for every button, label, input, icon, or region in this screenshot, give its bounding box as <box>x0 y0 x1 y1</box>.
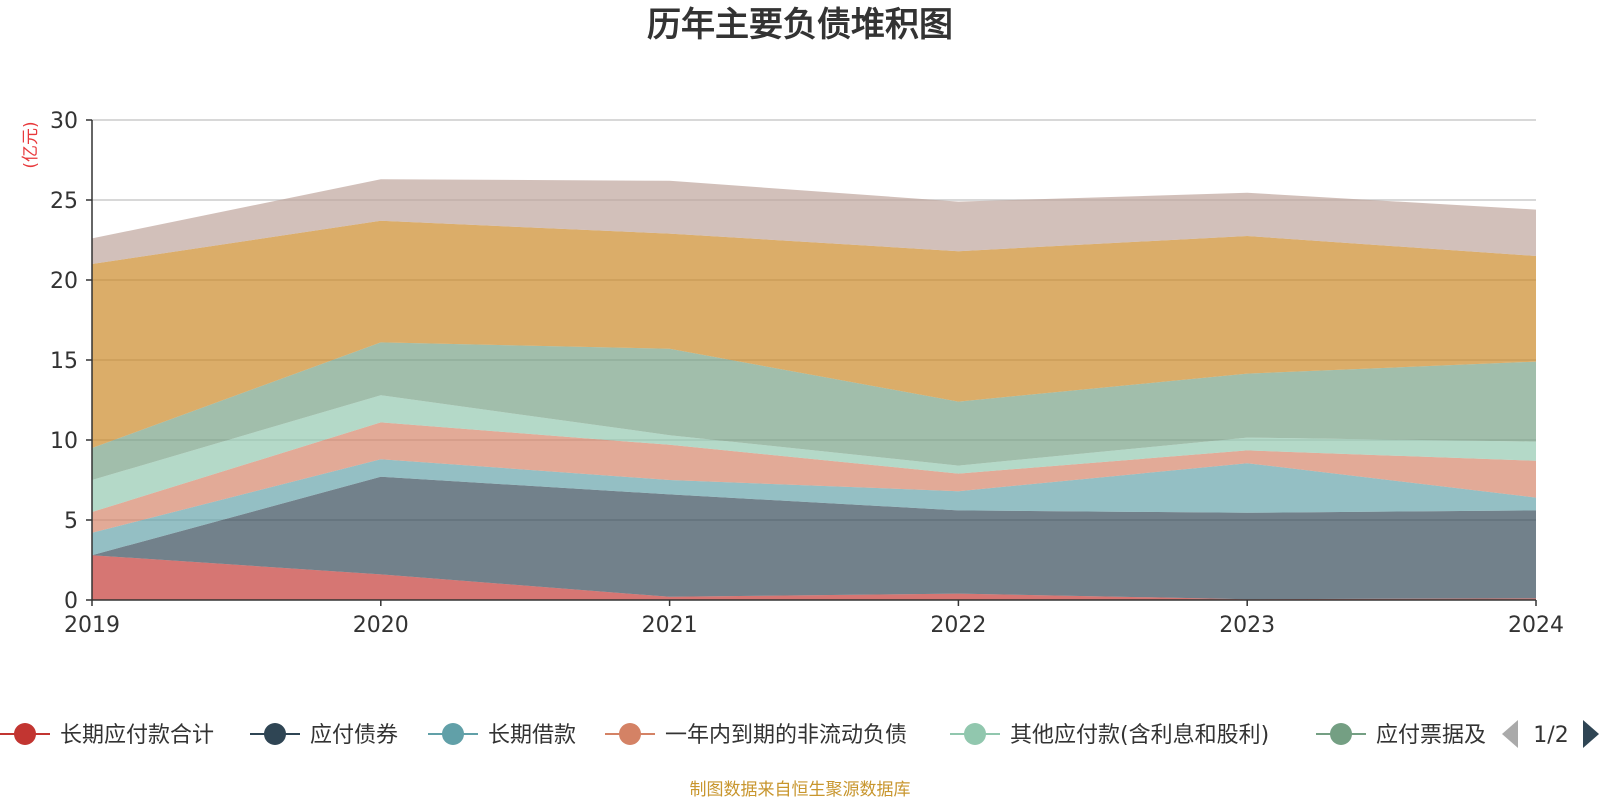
x-tick-label: 2024 <box>1508 613 1564 638</box>
y-tick-label: 15 <box>50 349 78 374</box>
legend-label: 应付票据及 <box>1376 723 1486 748</box>
legend-circle-icon <box>1330 723 1352 745</box>
legend-item[interactable]: 应付债券 <box>250 723 398 748</box>
area-series-0 <box>92 555 1536 600</box>
legend[interactable]: 长期应付款合计 应付债券 长期借款 一年内到期的非流动负债 其他应付款(含利息和股利) 应… <box>0 723 1486 748</box>
y-tick-label: 10 <box>50 429 78 454</box>
x-tick-label: 2022 <box>930 613 986 638</box>
legend-label: 长期借款 <box>488 723 576 748</box>
x-tick-label: 2021 <box>642 613 698 638</box>
legend-label: 长期应付款合计 <box>60 723 214 748</box>
legend-label: 应付债券 <box>310 723 398 748</box>
y-tick-labels: 0 5 10 15 20 25 30 <box>50 109 78 614</box>
axes <box>86 119 1537 606</box>
chart-title: 历年主要负债堆积图 <box>647 5 953 45</box>
legend-pager: 1/2 <box>1502 720 1599 748</box>
data-source-note: 制图数据来自恒生聚源数据库 <box>690 780 911 800</box>
area-series-5 <box>92 342 1536 480</box>
legend-item[interactable]: 长期借款 <box>428 723 576 748</box>
legend-circle-icon <box>442 723 464 745</box>
area-series-3 <box>92 422 1536 533</box>
x-tick-label: 2019 <box>64 613 120 638</box>
legend-item[interactable]: 长期应付款合计 <box>0 723 214 748</box>
x-tick-label: 2023 <box>1219 613 1275 638</box>
area-series-4 <box>92 395 1536 512</box>
y-tick-label: 5 <box>64 509 78 534</box>
area-series-1 <box>92 476 1536 600</box>
triangle-left-icon[interactable] <box>1502 720 1518 748</box>
area-series-2 <box>92 459 1536 556</box>
y-tick-label: 25 <box>50 189 78 214</box>
area-series <box>92 179 1536 600</box>
legend-circle-icon <box>14 723 36 745</box>
y-tick-label: 30 <box>50 109 78 134</box>
y-tick-label: 20 <box>50 269 78 294</box>
legend-item[interactable]: 一年内到期的非流动负债 <box>605 723 907 748</box>
legend-circle-icon <box>619 723 641 745</box>
legend-circle-icon <box>264 723 286 745</box>
y-axis-unit: (亿元) <box>21 121 41 168</box>
legend-label: 其他应付款(含利息和股利) <box>1010 723 1269 748</box>
x-tick-label: 2020 <box>353 613 409 638</box>
triangle-right-icon[interactable] <box>1583 720 1599 748</box>
legend-item[interactable]: 其他应付款(含利息和股利) <box>950 723 1269 748</box>
legend-label: 一年内到期的非流动负债 <box>665 723 907 748</box>
x-tick-labels: 2019 2020 2021 2022 2023 2024 <box>64 613 1564 638</box>
legend-circle-icon <box>964 723 986 745</box>
legend-item[interactable]: 应付票据及 <box>1316 723 1486 748</box>
legend-page-indicator: 1/2 <box>1533 723 1568 748</box>
area-series-7 <box>92 179 1536 264</box>
y-tick-label: 0 <box>64 589 78 614</box>
area-series-6 <box>92 220 1536 448</box>
